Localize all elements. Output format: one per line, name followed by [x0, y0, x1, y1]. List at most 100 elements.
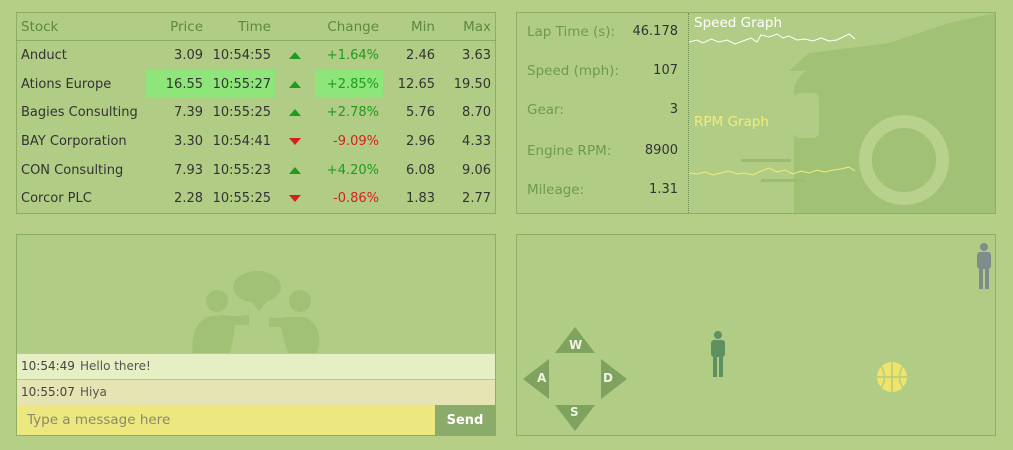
col-header-time[interactable]: Time: [207, 13, 275, 41]
stock-direction: [275, 41, 315, 70]
stock-price: 7.39: [174, 105, 203, 121]
stock-max: 9.06: [462, 162, 491, 178]
speed-graph-title: Speed Graph: [694, 15, 783, 31]
col-header-stock[interactable]: Stock: [17, 13, 145, 41]
stock-table-header: Stock Price Time Change Min Max: [17, 13, 495, 41]
chat-message: 10:55:07 Hiya: [17, 379, 495, 405]
telemetry-value: 8900: [644, 143, 678, 158]
stock-time: 10:55:23: [212, 162, 271, 178]
telemetry-row-speed: Speed (mph): 107: [527, 63, 678, 83]
telemetry-label: Engine RPM:: [527, 143, 612, 159]
telemetry-row-mileage: Mileage: 1.31: [527, 182, 678, 202]
col-header-change[interactable]: Change: [315, 13, 383, 41]
car-telemetry-panel: Lap Time (s): 46.178 Speed (mph): 107 Ge…: [516, 12, 996, 214]
stock-name: CON Consulting: [21, 162, 124, 178]
chat-panel: 10:54:49 Hello there! 10:55:07 Hiya Send: [16, 234, 496, 436]
down-arrow-key-icon[interactable]: [555, 405, 595, 431]
stock-change: -9.09%: [333, 133, 379, 149]
col-header-price[interactable]: Price: [145, 13, 207, 41]
stock-name: BAY Corporation: [21, 133, 127, 149]
up-arrow-key-icon[interactable]: [555, 327, 595, 353]
stock-direction: [275, 70, 315, 99]
other-person-icon[interactable]: [974, 243, 994, 289]
telemetry-row-lap-time: Lap Time (s): 46.178: [527, 24, 678, 44]
stock-max: 2.77: [462, 191, 491, 207]
key-label-up: W: [569, 338, 583, 352]
stock-row[interactable]: BAY Corporation 3.30 10:54:41 -9.09% 2.96 4.3…: [17, 127, 495, 156]
arrow-down-icon: [289, 195, 301, 203]
stock-row[interactable]: Bagies Consulting 7.39 10:55:25 +2.78% 5.76 8…: [17, 98, 495, 127]
arrow-up-icon: [289, 109, 301, 117]
stock-name: Corcor PLC: [21, 191, 92, 207]
stock-direction: [275, 98, 315, 127]
stock-price: 7.93: [174, 162, 203, 178]
stock-change: -0.86%: [333, 191, 379, 207]
stock-min: 2.96: [406, 133, 435, 149]
arrow-up-icon: [289, 80, 301, 88]
telemetry-label: Lap Time (s):: [527, 24, 616, 40]
chat-message-text: Hiya: [80, 385, 107, 399]
stock-name: Anduct: [21, 47, 67, 63]
stock-change: +4.20%: [326, 162, 379, 178]
stock-name: Ations Europe: [21, 76, 112, 92]
basketball-icon[interactable]: [875, 360, 909, 394]
telemetry-label: Mileage:: [527, 182, 585, 198]
stock-row[interactable]: Corcor PLC 2.28 10:55:25 -0.86% 1.83 2.77: [17, 184, 495, 213]
chat-message-time: 10:55:07: [21, 385, 75, 399]
stock-max: 8.70: [462, 105, 491, 121]
telemetry-value: 3: [669, 102, 678, 117]
arrow-up-icon: [289, 51, 301, 59]
game-panel: W A D S: [516, 234, 996, 436]
car-silhouette-icon: [741, 13, 995, 213]
telemetry-value: 1.31: [649, 182, 678, 197]
stock-row[interactable]: CON Consulting 7.93 10:55:23 +4.20% 6.08 9.06: [17, 156, 495, 185]
stock-change: +1.64%: [326, 47, 379, 63]
stock-row[interactable]: Ations Europe 16.55 10:55:27 +2.85% 12.65 19.…: [17, 69, 495, 99]
stock-name: Bagies Consulting: [21, 105, 138, 121]
left-arrow-key-icon[interactable]: [523, 359, 549, 399]
stock-time: 10:55:27: [207, 69, 275, 99]
stock-change: +2.85%: [315, 69, 383, 99]
stock-max: 4.33: [462, 133, 491, 149]
chat-message-time: 10:54:49: [21, 359, 75, 373]
telemetry-graphs: Speed Graph RPM Graph: [689, 13, 995, 213]
telemetry-row-gear: Gear: 3: [527, 102, 678, 122]
telemetry-value: 107: [653, 63, 678, 78]
stock-time: 10:54:55: [212, 47, 271, 63]
rpm-graph-title: RPM Graph: [694, 114, 769, 130]
stock-direction: [275, 184, 315, 213]
right-arrow-key-icon[interactable]: [601, 359, 627, 399]
stock-min: 6.08: [406, 162, 435, 178]
chat-message-text: Hello there!: [80, 359, 151, 373]
telemetry-row-rpm: Engine RPM: 8900: [527, 143, 678, 163]
player-person-icon[interactable]: [708, 331, 728, 377]
stock-ticker-panel: Stock Price Time Change Min Max Anduct 3.…: [16, 12, 496, 214]
col-header-max[interactable]: Max: [439, 13, 495, 41]
stock-time: 10:55:25: [212, 191, 271, 207]
direction-pad: [523, 327, 627, 431]
chat-message: 10:54:49 Hello there!: [17, 353, 495, 379]
stock-price: 3.09: [174, 47, 203, 63]
key-label-left: A: [537, 371, 547, 385]
stock-min: 12.65: [397, 76, 435, 92]
stock-min: 2.46: [406, 47, 435, 63]
telemetry-value: 46.178: [632, 24, 679, 39]
stock-change: +2.78%: [326, 105, 379, 121]
rpm-graph-line: [689, 166, 856, 176]
stock-min: 5.76: [406, 105, 435, 121]
chat-message-input[interactable]: [17, 405, 435, 435]
telemetry-label: Speed (mph):: [527, 63, 619, 79]
stock-price: 3.30: [174, 133, 203, 149]
telemetry-readouts: Lap Time (s): 46.178 Speed (mph): 107 Ge…: [517, 13, 689, 213]
stock-row[interactable]: Anduct 3.09 10:54:55 +1.64% 2.46 3.63: [17, 41, 495, 70]
stock-time: 10:54:41: [212, 133, 271, 149]
send-button[interactable]: Send: [435, 405, 495, 435]
stock-price: 16.55: [145, 69, 207, 99]
col-header-direction: [275, 13, 315, 41]
col-header-min[interactable]: Min: [383, 13, 439, 41]
telemetry-label: Gear:: [527, 102, 564, 118]
stock-direction: [275, 127, 315, 156]
chat-people-icon: [192, 271, 320, 355]
stock-min: 1.83: [406, 191, 435, 207]
stock-max: 19.50: [453, 76, 491, 92]
